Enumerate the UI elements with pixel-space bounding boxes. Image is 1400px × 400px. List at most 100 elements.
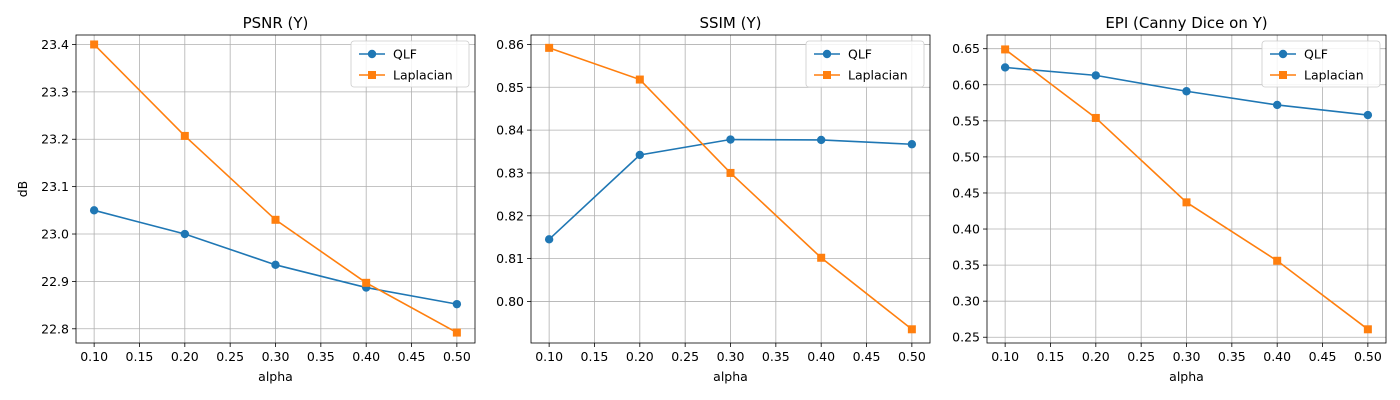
legend-label-qlf: QLF [848,47,872,62]
y-axis-label: dB [15,181,30,198]
data-point-laplacian [362,278,371,287]
data-point-laplacian [180,131,189,140]
data-point-qlf [452,299,462,309]
legend: QLF Laplacian [350,40,470,88]
y-tick-label: 0.83 [496,165,524,180]
y-tick-label: 23.0 [41,227,69,242]
data-point-qlf [1363,110,1373,120]
x-axis-label: alpha [713,369,748,384]
x-tick-label: 0.40 [352,349,380,364]
y-tick-label: 23.4 [41,37,69,52]
x-tick-label: 0.10 [80,349,108,364]
x-tick-label: 0.50 [1354,349,1382,364]
x-tick-label: 0.45 [398,349,426,364]
x-tick-label: 0.25 [216,349,244,364]
x-tick-label: 0.10 [535,349,563,364]
x-tick-label: 0.50 [898,349,926,364]
data-point-laplacian [1273,256,1282,265]
data-point-laplacian [635,75,644,84]
x-tick-label: 0.20 [1082,349,1110,364]
x-tick-label: 0.25 [1127,349,1155,364]
legend-label-qlf: QLF [393,47,417,62]
legend-marker-qlf [822,49,832,59]
legend-label-laplacian: Laplacian [1304,68,1364,83]
data-point-laplacian [545,43,554,52]
y-tick-label: 0.50 [952,149,980,164]
data-point-qlf [1000,63,1010,72]
y-tick-label: 0.80 [496,294,524,309]
data-point-qlf [1091,71,1101,80]
y-tick-label: 0.81 [496,251,524,266]
x-tick-label: 0.10 [991,349,1019,364]
x-tick-label: 0.40 [807,349,835,364]
legend-marker-laplacian [368,71,376,79]
x-tick-label: 0.30 [717,349,745,364]
data-point-laplacian [817,253,826,262]
x-tick-label: 0.30 [262,349,290,364]
x-tick-label: 0.25 [671,349,699,364]
x-tick-label: 0.45 [1309,349,1337,364]
chart-title: PSNR (Y) [243,14,309,32]
legend-marker-qlf [367,49,377,59]
x-tick-label: 0.40 [1263,349,1291,364]
legend-marker-laplacian [823,71,831,79]
y-tick-label: 0.35 [952,258,980,273]
data-point-laplacian [1363,325,1372,334]
y-tick-label: 22.8 [41,321,69,336]
data-point-qlf [726,135,735,144]
x-axis-label: alpha [1169,369,1204,384]
data-point-qlf [907,140,917,149]
y-tick-label: 0.30 [952,294,980,309]
y-tick-label: 0.25 [952,330,980,345]
data-point-laplacian [1091,113,1100,122]
data-point-qlf [544,235,554,244]
legend-label-qlf: QLF [1304,47,1328,62]
data-point-qlf [271,260,280,270]
x-tick-label: 0.15 [1037,349,1065,364]
legend: QLF Laplacian [805,40,925,88]
x-tick-label: 0.35 [307,349,335,364]
y-tick-label: 23.3 [41,84,69,99]
y-tick-label: 0.40 [952,222,980,237]
y-tick-label: 0.55 [952,113,980,128]
x-tick-label: 0.35 [1218,349,1246,364]
chart-panel-1: 0.10 0.15 0.20 0.25 0.30 0.35 0.40 0.45 0.50 22.8… [15,14,476,384]
y-tick-label: 0.84 [496,123,524,138]
x-tick-label: 0.20 [626,349,654,364]
chart-panel-2: 0.10 0.15 0.20 0.25 0.30 0.35 0.40 0.45 0.50 0.80… [496,14,931,384]
y-tick-label: 0.86 [496,37,524,52]
y-tick-label: 0.60 [952,77,980,92]
legend-label-laplacian: Laplacian [848,68,908,83]
legend-marker-qlf [1278,49,1288,59]
data-point-laplacian [452,328,461,337]
data-point-qlf [1272,100,1282,110]
y-tick-label: 0.45 [952,185,980,200]
data-point-qlf [89,206,99,215]
legend: QLF Laplacian [1261,40,1381,88]
y-tick-label: 0.85 [496,80,524,95]
x-tick-label: 0.15 [126,349,154,364]
y-tick-label: 0.65 [952,41,980,56]
x-tick-label: 0.20 [171,349,199,364]
data-point-laplacian [726,168,735,177]
chart-title: EPI (Canny Dice on Y) [1105,14,1267,32]
legend-label-laplacian: Laplacian [393,68,453,83]
y-tick-label: 23.1 [41,179,69,194]
data-point-laplacian [271,215,280,224]
data-point-qlf [180,229,190,239]
data-point-laplacian [1182,198,1191,207]
x-tick-label: 0.35 [762,349,790,364]
data-point-laplacian [90,40,99,49]
x-axis-label: alpha [258,369,293,384]
data-point-laplacian [1001,45,1010,54]
x-tick-label: 0.30 [1173,349,1201,364]
chart-panel-3: 0.10 0.15 0.20 0.25 0.30 0.35 0.40 0.45 0.50 0.25… [952,14,1387,384]
data-point-qlf [816,135,826,145]
data-point-qlf [635,150,645,160]
y-tick-label: 23.2 [41,132,69,147]
y-tick-label: 22.9 [41,274,69,289]
x-tick-label: 0.50 [443,349,471,364]
data-point-laplacian [907,325,916,334]
data-point-qlf [1182,87,1191,96]
